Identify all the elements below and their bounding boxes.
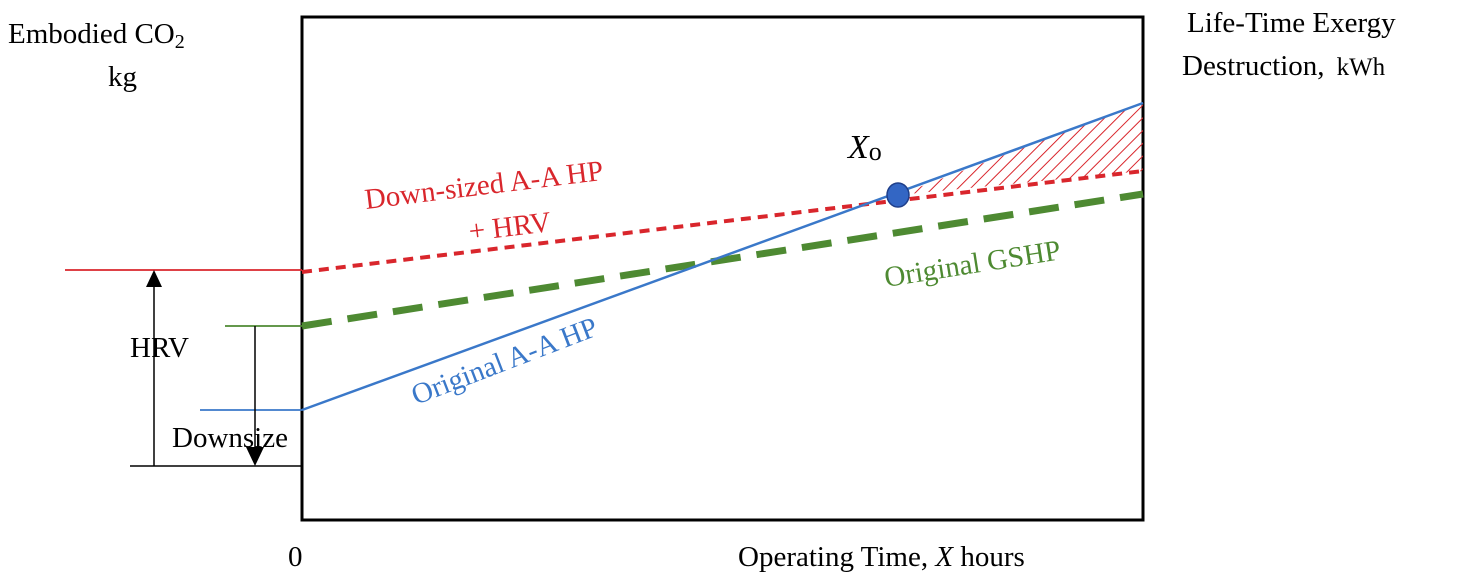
right-axis-title-line2: Destruction, kWh [1182, 50, 1386, 82]
plot-frame [300, 15, 1145, 522]
label-original-gshp: Original GSHP [882, 234, 1063, 293]
x-axis-title: Operating Time, X hours [738, 541, 1025, 573]
label-downsized-line1: Down-sized A-A HP [363, 155, 605, 216]
right-axis-title-line1: Life-Time Exergy [1187, 7, 1396, 39]
series-original-aahp [301, 101, 1144, 412]
hrv-arrow-head-icon [146, 270, 162, 287]
hrv-label: HRV [130, 332, 189, 364]
left-axis-unit: kg [108, 61, 137, 93]
series-original-gshp [301, 190, 1144, 330]
downsize-arrow-head-icon [246, 447, 264, 466]
left-axis-title: Embodied CO2 [8, 18, 185, 53]
series-downsized-aahp-hrv [301, 169, 1144, 274]
crossover-label: Xo [846, 129, 882, 166]
crossover-marker [886, 182, 910, 208]
x-origin-label: 0 [288, 541, 303, 573]
downsize-label: Downsize [172, 422, 288, 454]
